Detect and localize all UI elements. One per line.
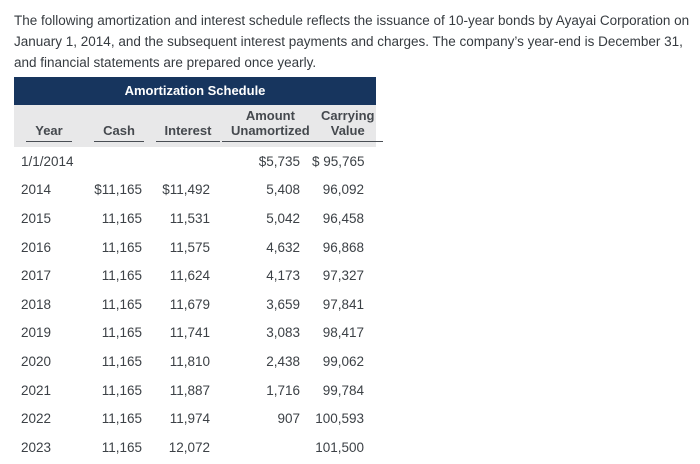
- table-title: Amortization Schedule: [14, 77, 376, 105]
- amount-unamortized-cell: $5,735: [258, 153, 300, 169]
- interest-cell: 11,679: [169, 296, 210, 312]
- carrying-value-cell: 99,062: [322, 353, 364, 369]
- table-row: 2017 11,165 11,624 4,173 97,327: [14, 261, 376, 290]
- cash-cell: 11,165: [101, 239, 142, 255]
- cash-cell: 11,165: [101, 210, 142, 226]
- carrying-value-cell: 96,092: [322, 182, 364, 198]
- year-cell: 2019: [21, 325, 52, 341]
- cash-cell: 11,165: [101, 268, 142, 284]
- amount-unamortized-cell: 3,659: [266, 296, 300, 312]
- year-cell: 2023: [21, 439, 52, 455]
- year-cell: 2020: [21, 353, 52, 369]
- cash-cell: 11,165: [101, 439, 142, 455]
- amount-unamortized-cell: 4,173: [266, 268, 300, 284]
- year-cell: 2021: [21, 382, 52, 398]
- column-header-cash: Cash: [84, 105, 154, 147]
- year-cell: 2018: [21, 296, 52, 312]
- year-cell: 1/1/2014: [21, 153, 74, 169]
- carrying-value-cell: 97,841: [322, 296, 364, 312]
- cash-cell: 11,165: [101, 382, 142, 398]
- table-row: 1/1/2014 $5,735 $ 95,765: [14, 147, 376, 176]
- table-row: 2021 11,165 11,887 1,716 99,784: [14, 376, 376, 405]
- table-body: 1/1/2014 $5,735 $ 95,765 2014 $11,165 $11,492…: [14, 147, 376, 462]
- interest-cell: 11,887: [169, 382, 210, 398]
- table-row: 2019 11,165 11,741 3,083 98,417: [14, 319, 376, 348]
- amount-unamortized-cell: 1,716: [266, 382, 300, 398]
- table-row: 2023 11,165 12,072 101,500: [14, 433, 376, 462]
- carrying-value-cell: 96,458: [322, 210, 364, 226]
- year-cell: 2022: [21, 411, 52, 427]
- year-cell: 2015: [21, 210, 52, 226]
- carrying-value-cell: $ 95,765: [312, 153, 365, 169]
- table-row: 2020 11,165 11,810 2,438 99,062: [14, 347, 376, 376]
- carrying-value-cell: 99,784: [322, 382, 364, 398]
- amortization-schedule-card: Amortization Schedule Year Cash Interest Am…: [14, 77, 384, 462]
- table-header-row: Year Cash Interest Amount Unamortized Carryin…: [14, 105, 384, 147]
- amortization-table: Year Cash Interest Amount Unamortized Carryin…: [14, 105, 384, 462]
- amount-unamortized-cell: 3,083: [266, 325, 300, 341]
- column-header-label: Year: [26, 123, 72, 142]
- cash-cell: $11,165: [94, 182, 142, 198]
- column-header-interest: Interest: [154, 105, 222, 147]
- amount-unamortized-cell: 5,408: [266, 182, 300, 198]
- column-header-year: Year: [14, 105, 84, 147]
- problem-statement: The following amortization and interest …: [14, 13, 690, 70]
- column-header-label: Interest: [155, 123, 221, 142]
- table-row: 2014 $11,165 $11,492 5,408 96,092: [14, 176, 376, 205]
- table-row: 2015 11,165 11,531 5,042 96,458: [14, 204, 376, 233]
- carrying-value-cell: 96,868: [322, 239, 364, 255]
- interest-cell: 11,810: [169, 353, 210, 369]
- table-row: 2018 11,165 11,679 3,659 97,841: [14, 290, 376, 319]
- year-cell: 2014: [21, 182, 52, 198]
- column-header-label: Cash: [94, 123, 144, 142]
- carrying-value-cell: 98,417: [322, 325, 364, 341]
- cash-cell: 11,165: [101, 296, 142, 312]
- column-header-amount-unamortized: Amount Unamortized: [222, 105, 319, 147]
- interest-cell: 11,974: [169, 411, 210, 427]
- carrying-value-cell: 100,593: [315, 411, 364, 427]
- cash-cell: [84, 147, 154, 176]
- interest-cell: $11,492: [162, 182, 210, 198]
- table-row: 2016 11,165 11,575 4,632 96,868: [14, 233, 376, 262]
- interest-cell: [154, 147, 222, 176]
- amount-unamortized-cell: [222, 433, 312, 462]
- carrying-value-cell: 97,327: [322, 268, 364, 284]
- cash-cell: 11,165: [101, 353, 142, 369]
- amount-unamortized-cell: 4,632: [266, 239, 300, 255]
- interest-cell: 11,741: [169, 325, 210, 341]
- interest-cell: 11,531: [169, 210, 210, 226]
- amount-unamortized-cell: 907: [277, 411, 300, 427]
- amount-unamortized-cell: 5,042: [266, 210, 300, 226]
- interest-cell: 11,624: [169, 268, 210, 284]
- interest-cell: 11,575: [169, 239, 210, 255]
- interest-cell: 12,072: [168, 439, 210, 455]
- year-cell: 2016: [21, 239, 52, 255]
- cash-cell: 11,165: [101, 411, 142, 427]
- column-header-carrying-value: Carrying Value: [312, 105, 384, 147]
- carrying-value-cell: 101,500: [315, 439, 364, 455]
- header-row: Year Cash Interest Amount Unamortized Carryin…: [14, 105, 384, 147]
- year-cell: 2017: [21, 268, 52, 284]
- column-header-label: Amount Unamortized: [222, 108, 319, 142]
- cash-cell: 11,165: [101, 325, 142, 341]
- table-row: 2022 11,165 11,974 907 100,593: [14, 404, 376, 433]
- column-header-label: Carrying Value: [312, 108, 384, 142]
- amount-unamortized-cell: 2,438: [266, 353, 300, 369]
